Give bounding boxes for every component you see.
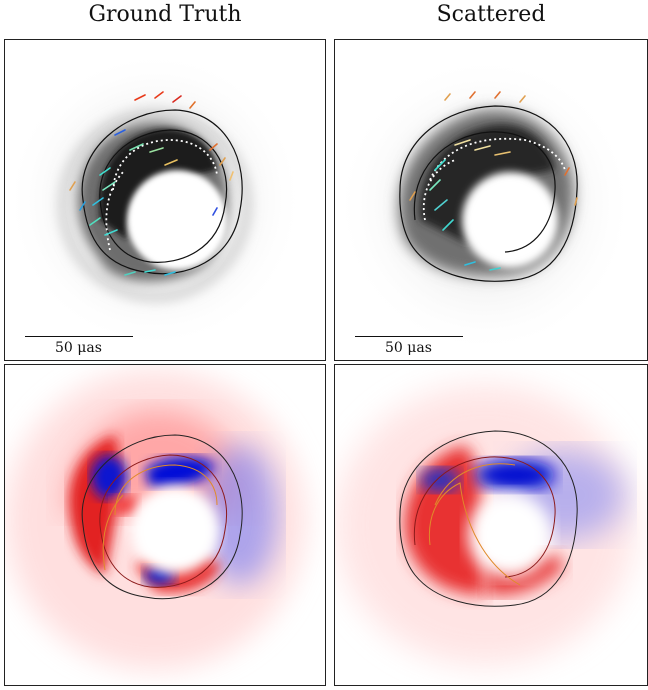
panel-ground-truth-circular — [4, 364, 326, 686]
scale-bar-line — [25, 336, 133, 337]
scale-bar-label: 50 μas — [385, 340, 432, 356]
image-scattered-circular — [335, 385, 635, 665]
scale-bar-line — [355, 336, 463, 337]
panel-ground-truth-intensity: 50 μas — [4, 39, 326, 361]
title-ground-truth: Ground Truth — [88, 2, 242, 27]
panel-scattered-circular — [334, 364, 648, 686]
panel-scattered-intensity: 50 μas — [334, 39, 648, 361]
title-scattered: Scattered — [436, 2, 546, 27]
image-ground-truth-circular — [5, 370, 305, 670]
image-ground-truth-intensity — [5, 50, 305, 350]
image-scattered-intensity — [335, 55, 635, 355]
scale-bar-label: 50 μas — [55, 340, 102, 356]
